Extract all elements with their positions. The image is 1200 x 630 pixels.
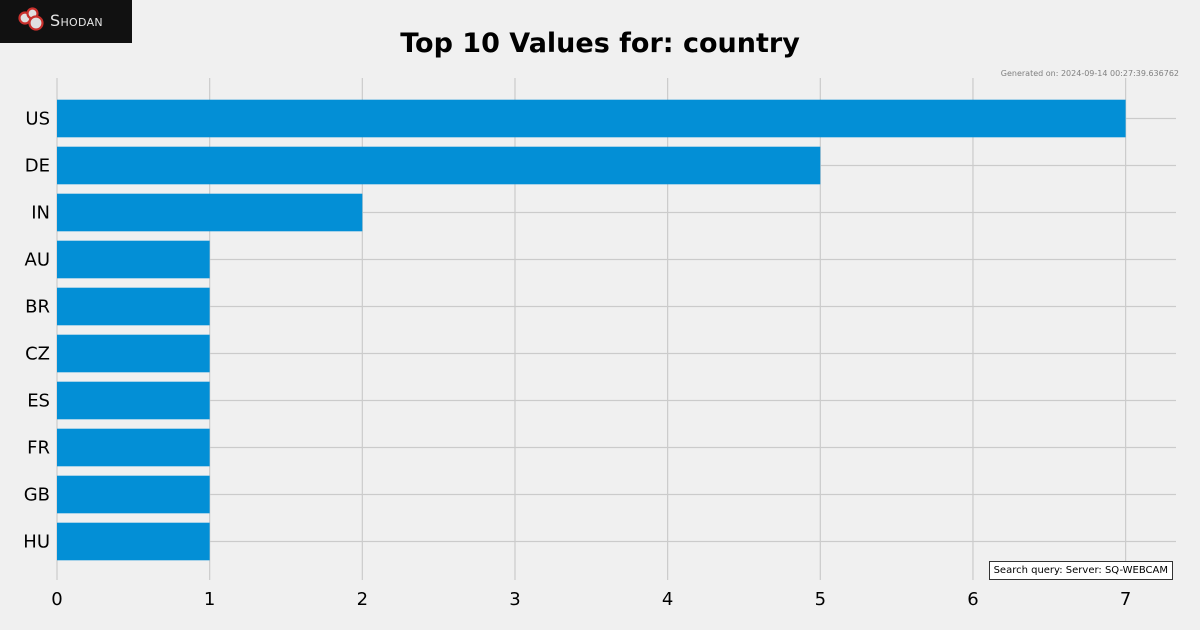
bar-hu — [57, 522, 210, 561]
y-tick-label: US — [25, 109, 50, 130]
logo-text: Shodan — [50, 11, 103, 30]
shodan-logo: Shodan — [0, 0, 132, 43]
x-tick-label: 7 — [1120, 589, 1131, 610]
y-tick-label: FR — [27, 438, 50, 459]
bar-cz — [57, 334, 210, 373]
y-tick-label: ES — [27, 391, 50, 412]
bar-gb — [57, 475, 210, 514]
bar-br — [57, 287, 210, 326]
bar-au — [57, 240, 210, 279]
x-tick-label: 2 — [357, 589, 368, 610]
bar-es — [57, 381, 210, 420]
chart-title: Top 10 Values for: country — [400, 28, 800, 59]
y-tick-label: DE — [25, 156, 50, 177]
search-query-label: Search query: Server: SQ-WEBCAM — [988, 561, 1173, 580]
x-tick-label: 4 — [662, 589, 673, 610]
y-tick-label: BR — [25, 297, 50, 318]
x-tick-label: 0 — [51, 589, 62, 610]
y-tick-label: GB — [24, 485, 50, 506]
y-tick-label: IN — [31, 203, 50, 224]
x-tick-label: 3 — [509, 589, 520, 610]
y-tick-label: CZ — [25, 344, 50, 365]
generated-timestamp: Generated on: 2024-09-14 00:27:39.636762 — [1000, 69, 1179, 78]
bar-in — [57, 193, 363, 232]
x-tick-label: 6 — [967, 589, 978, 610]
bar-us — [57, 99, 1126, 138]
x-tick-label: 1 — [204, 589, 215, 610]
y-tick-label: HU — [23, 532, 50, 553]
y-tick-label: AU — [25, 250, 51, 271]
x-tick-label: 5 — [815, 589, 826, 610]
bar-de — [57, 146, 821, 185]
shodan-logo-icon — [18, 7, 44, 31]
bar-fr — [57, 428, 210, 467]
